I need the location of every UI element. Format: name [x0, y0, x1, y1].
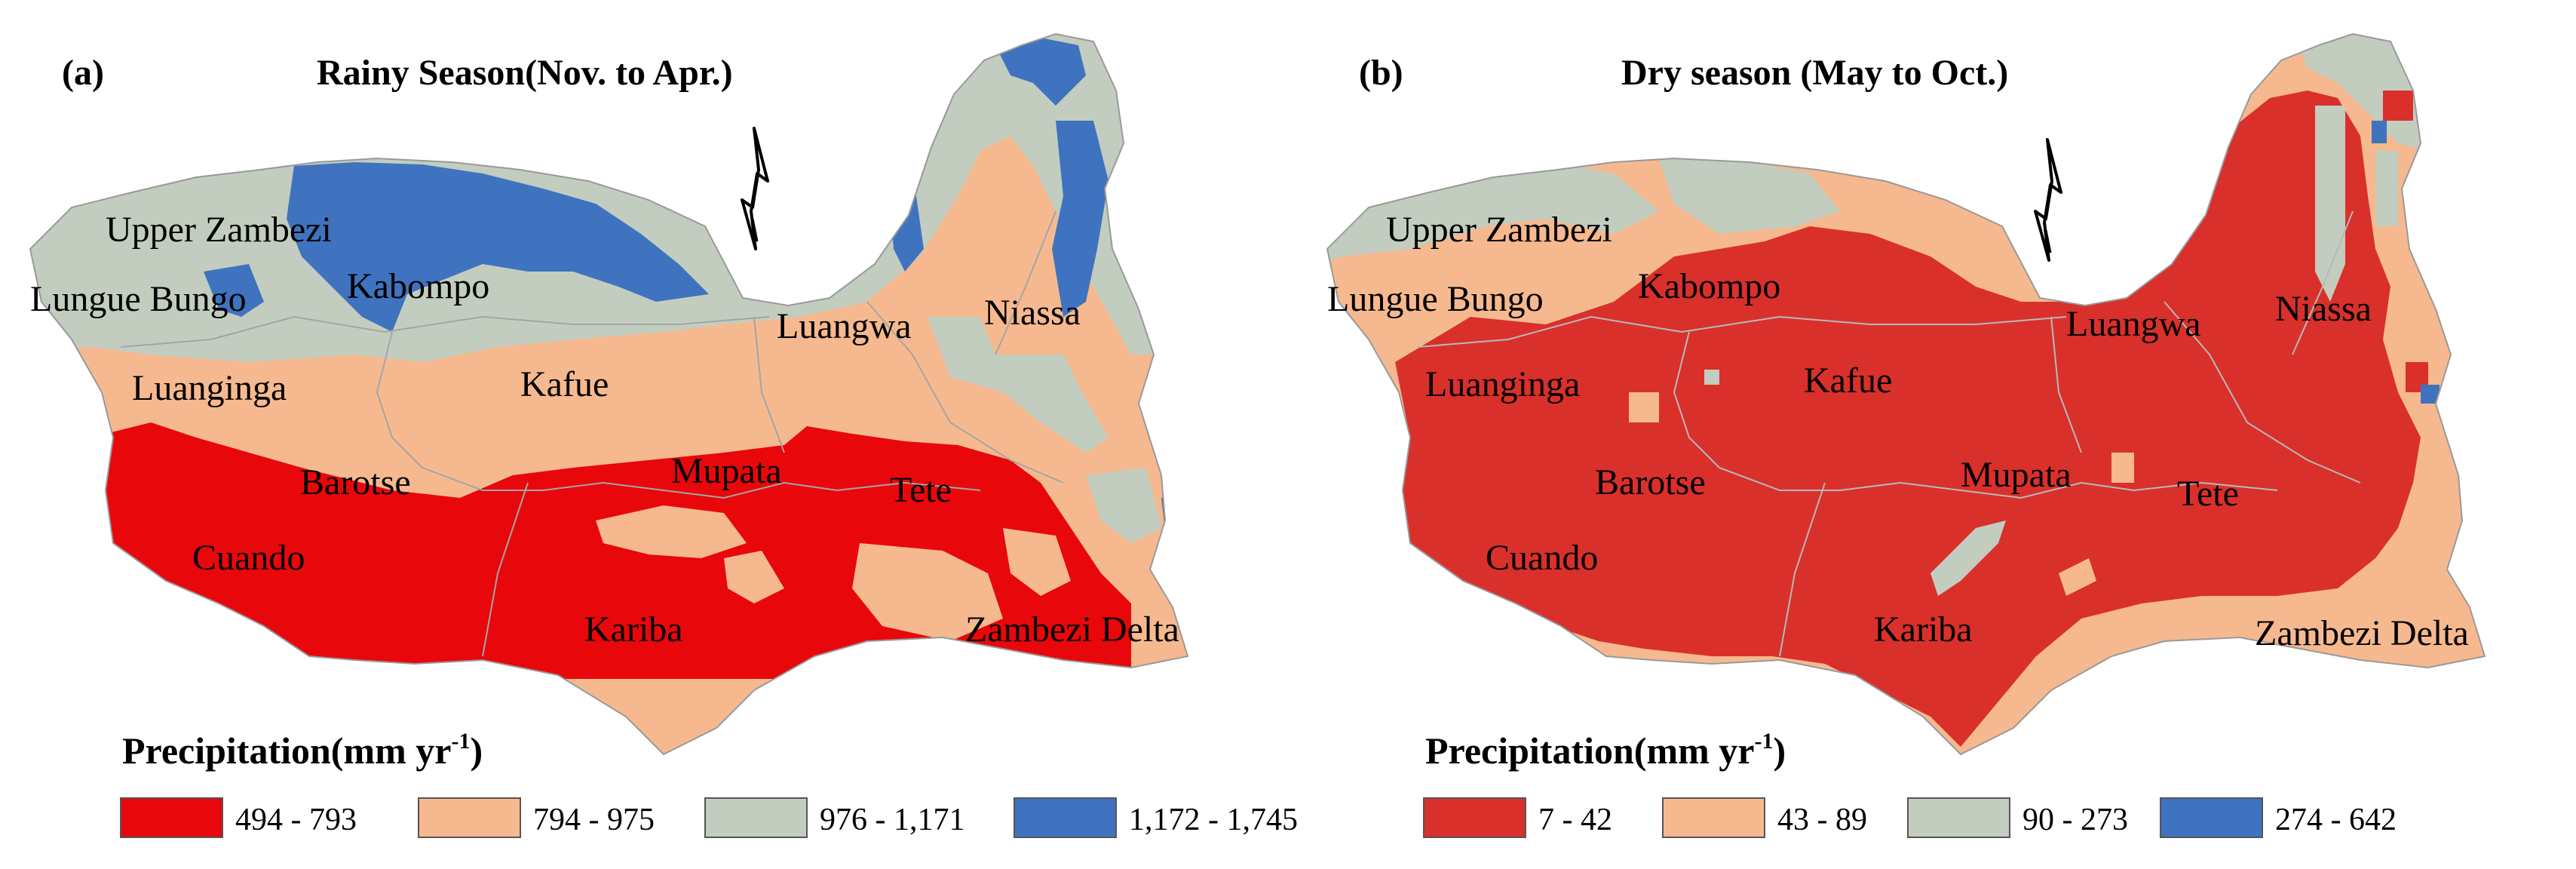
- precipitation-map: [1326, 33, 2486, 755]
- legend-label: 43 - 89: [1777, 803, 1867, 837]
- basin-label-mupata: Mupata: [1961, 455, 2072, 495]
- basin-label-mupata: Mupata: [671, 451, 782, 491]
- map-zone-90-273: [2473, 445, 2485, 464]
- legend-label: 274 - 642: [2275, 803, 2397, 837]
- basin-label-upper-zambezi: Upper Zambezi: [1386, 210, 1612, 250]
- basin-label-luanginga: Luanginga: [1425, 364, 1580, 404]
- basin-label-zambezi-delta: Zambezi Delta: [965, 610, 1179, 649]
- map-zone-1172-1745: [287, 162, 709, 332]
- legend-title: Precipitation(mm yr-1): [122, 729, 483, 772]
- panel-dry-season: (b) Dry season (May to Oct.): [1326, 33, 2486, 838]
- basin-label-barotse: Barotse: [300, 462, 411, 502]
- map-zone-1172-1745: [204, 264, 264, 317]
- basin-label-lungue-bungo: Lungue Bungo: [30, 279, 247, 319]
- map-zone-43-89: [1629, 392, 1659, 422]
- legend: Precipitation(mm yr-1) 494 - 793 794 - 9…: [120, 729, 1298, 838]
- basin-label-tete: Tete: [890, 470, 952, 510]
- map-zone-274-642: [2421, 385, 2440, 404]
- basin-label-niassa: Niassa: [984, 293, 1081, 333]
- legend-swatch: [1662, 797, 1765, 838]
- legend-title: Precipitation(mm yr-1): [1425, 729, 1786, 772]
- north-arrow-icon: [2034, 138, 2062, 262]
- basin-labels: Upper Zambezi Kabompo Lungue Bungo Luang…: [1327, 210, 2469, 653]
- basin-label-barotse: Barotse: [1595, 462, 1706, 502]
- legend: Precipitation(mm yr-1) 7 - 42 43 - 89 90…: [1423, 729, 2397, 838]
- map-zone-274-642: [2372, 121, 2387, 143]
- basin-label-kariba: Kariba: [584, 610, 683, 649]
- basin-label-kafue: Kafue: [520, 364, 609, 404]
- legend-label: 494 - 793: [235, 803, 357, 837]
- legend-swatch: [1014, 797, 1117, 838]
- legend-swatch: [2160, 797, 2263, 838]
- basin-label-upper-zambezi: Upper Zambezi: [106, 210, 332, 250]
- basin-label-tete: Tete: [2177, 474, 2239, 514]
- panel-label: (a): [62, 53, 104, 93]
- basin-label-kariba: Kariba: [1874, 610, 1973, 649]
- legend-label: 7 - 42: [1538, 803, 1612, 837]
- map-zone-43-89: [2059, 558, 2096, 596]
- basin-label-luangwa: Luangwa: [2066, 304, 2201, 344]
- map-zone-90-273: [2375, 151, 2398, 226]
- subbasin-boundaries: [1417, 210, 2361, 657]
- panel-title: Rainy Season(Nov. to Apr.): [317, 53, 733, 93]
- basin-label-cuando: Cuando: [1486, 538, 1598, 578]
- subbasin-boundaries: [120, 210, 1064, 657]
- basin-label-luangwa: Luangwa: [777, 306, 912, 346]
- map-zone-90-273: [1930, 520, 2006, 596]
- map-zone-90-273: [1659, 158, 1840, 234]
- legend-swatch: [418, 797, 521, 838]
- basin-label-cuando: Cuando: [192, 538, 305, 578]
- basin-labels: Upper Zambezi Kabompo Lungue Bungo Luang…: [30, 210, 1179, 649]
- basin-label-lungue-bungo: Lungue Bungo: [1327, 279, 1544, 319]
- precipitation-map: [29, 33, 1188, 755]
- basin-label-luanginga: Luanginga: [132, 368, 287, 408]
- map-zone-90-273: [2315, 106, 2345, 302]
- panel-label: (b): [1359, 53, 1403, 93]
- basin-label-kafue: Kafue: [1804, 361, 1892, 401]
- map-zone-976-1171: [1086, 468, 1161, 543]
- basin-label-zambezi-delta: Zambezi Delta: [2255, 613, 2469, 653]
- map-zone-43-89: [2111, 453, 2134, 483]
- north-arrow-icon: [741, 127, 769, 250]
- map-zone-7-42: [2383, 91, 2413, 121]
- panel-rainy-season: (a) Rainy Season(Nov. to Apr.): [29, 33, 1298, 838]
- panel-title: Dry season (May to Oct.): [1621, 53, 2008, 93]
- map-zone-976-1171: [928, 317, 1109, 453]
- legend-swatch: [120, 797, 223, 838]
- legend-swatch: [704, 797, 808, 838]
- legend-label: 794 - 975: [533, 803, 655, 837]
- map-zone-7-42: [1395, 91, 2421, 747]
- legend-label: 90 - 273: [2022, 803, 2128, 837]
- map-zone-90-273: [1704, 370, 1719, 385]
- map-zone-794-975: [724, 551, 784, 603]
- legend-label: 976 - 1,171: [820, 803, 965, 837]
- map-zone-1172-1745: [1052, 121, 1109, 317]
- map-zone-1172-1745: [995, 38, 1086, 106]
- legend-label: 1,172 - 1,745: [1129, 803, 1298, 837]
- basin-label-kabompo: Kabompo: [1638, 266, 1780, 306]
- legend-swatch: [1423, 797, 1526, 838]
- basin-label-kabompo: Kabompo: [347, 266, 489, 306]
- legend-swatch: [1907, 797, 2010, 838]
- map-zone-794-975: [852, 543, 1003, 641]
- basin-label-niassa: Niassa: [2275, 289, 2372, 329]
- map-zone-794-975: [1003, 528, 1071, 596]
- map-zone-794-975: [596, 505, 747, 558]
